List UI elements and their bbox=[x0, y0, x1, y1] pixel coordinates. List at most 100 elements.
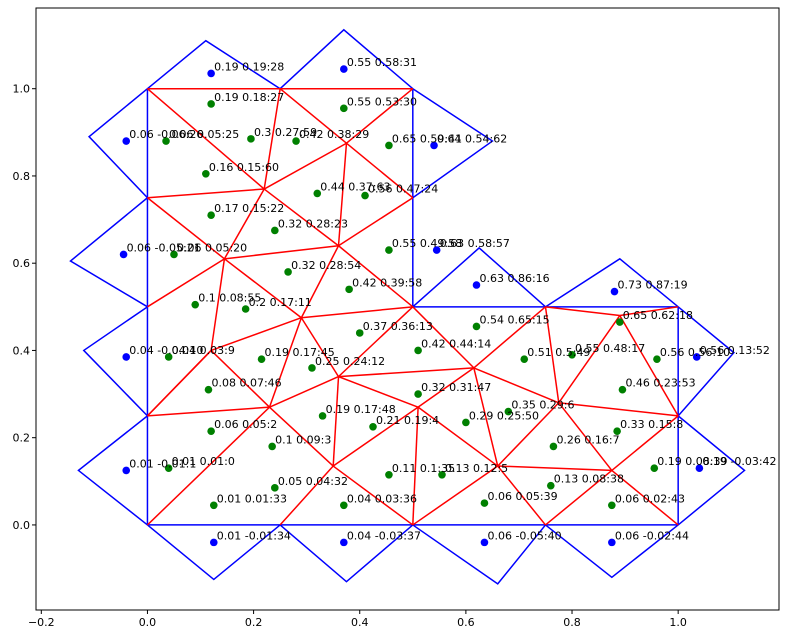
interior-point bbox=[318, 412, 327, 420]
mesh-edge bbox=[338, 367, 474, 378]
mesh-edge bbox=[338, 245, 414, 308]
outline-diamond bbox=[412, 524, 547, 585]
boundary-point bbox=[480, 538, 489, 547]
interior-point bbox=[462, 418, 470, 427]
interior-point bbox=[345, 285, 353, 294]
mesh-edge bbox=[619, 306, 679, 317]
mesh-edge bbox=[619, 315, 679, 417]
interior-point bbox=[271, 226, 279, 235]
interior-point bbox=[207, 100, 215, 108]
mesh-edge bbox=[611, 415, 679, 471]
interior-point bbox=[191, 300, 200, 309]
point-label: 0.33 0.15:8 bbox=[620, 418, 683, 431]
outline-diamond bbox=[146, 524, 281, 581]
mesh-edge bbox=[146, 197, 225, 260]
mesh-edge bbox=[210, 258, 226, 351]
point-label: 0.3 0.27:59 bbox=[254, 126, 317, 139]
interior-point bbox=[313, 189, 322, 198]
boundary-point bbox=[119, 250, 128, 259]
point-label: 0.54 0.65:15 bbox=[479, 313, 549, 326]
point-label: 0.42 0.39:58 bbox=[352, 276, 422, 289]
point-label: 0.01 0.01:33 bbox=[217, 492, 287, 505]
mesh-edge bbox=[279, 88, 347, 144]
outline-diamond bbox=[677, 306, 735, 417]
point-label: 0.13 0.12:5 bbox=[445, 462, 508, 475]
mesh-edge bbox=[147, 188, 265, 199]
interior-point bbox=[520, 355, 529, 363]
mesh-edge bbox=[417, 406, 499, 467]
interior-point bbox=[568, 351, 576, 359]
interior-point bbox=[504, 407, 513, 416]
point-label: 0.1 0.09:3 bbox=[275, 433, 331, 446]
mesh-edge bbox=[301, 306, 413, 319]
mesh-edge bbox=[611, 469, 679, 526]
mesh-edge bbox=[473, 367, 560, 404]
point-label: 0.06 -0.05:40 bbox=[487, 529, 561, 542]
interior-point bbox=[340, 104, 348, 113]
point-label: 0.04 -0.04:10 bbox=[129, 344, 203, 357]
point-label: 0.55 0.58:31 bbox=[347, 56, 417, 69]
outline-diamond bbox=[87, 88, 148, 199]
point-label: 0.29 0.25:50 bbox=[469, 409, 539, 422]
mesh-edge bbox=[497, 465, 612, 472]
interior-point bbox=[162, 137, 170, 145]
point-label: 0.2 0.17:11 bbox=[249, 296, 312, 309]
mesh-edge bbox=[147, 406, 270, 417]
point-label: 0.19 0.18:27 bbox=[214, 91, 284, 104]
mesh-edge bbox=[345, 88, 414, 144]
interior-point bbox=[650, 464, 659, 473]
mesh-edge bbox=[412, 306, 475, 369]
point-label: 0.04 0.03:36 bbox=[347, 492, 417, 505]
point-label: 0.44 0.37:63 bbox=[320, 180, 390, 193]
point-label: 0.06 0.05:39 bbox=[487, 490, 557, 503]
mesh-edge bbox=[412, 407, 419, 525]
y-tick-label: 0.4 bbox=[13, 344, 31, 357]
point-label: 0.06 -0.05:21 bbox=[127, 241, 201, 254]
x-tick-label: 0.2 bbox=[245, 616, 263, 629]
mesh-edge bbox=[269, 406, 334, 467]
mesh-edge bbox=[558, 402, 679, 417]
point-label: 0.04 0.03:9 bbox=[172, 344, 235, 357]
point-label: 0.13 0.08:38 bbox=[554, 473, 624, 486]
point-label: 0.06 -0.06:26 bbox=[129, 128, 203, 141]
interior-point bbox=[369, 422, 377, 431]
interior-point bbox=[385, 141, 393, 150]
y-tick-label: 0.6 bbox=[13, 257, 31, 270]
mesh-edge bbox=[337, 143, 348, 246]
mesh-edge bbox=[147, 258, 225, 308]
mesh-edge bbox=[412, 465, 499, 526]
point-label: 0.42 0.44:14 bbox=[421, 337, 491, 350]
point-label: 0.06 0.02:43 bbox=[615, 492, 685, 505]
point-label: 0.04 -0.03:37 bbox=[347, 529, 421, 542]
outline-diamond bbox=[146, 39, 281, 90]
point-labels-layer: 0.19 0.18:27 0.55 0.53:30 0.06 0.05:25 0.3 … bbox=[127, 56, 777, 542]
mesh-edge bbox=[146, 406, 271, 526]
mesh-edge bbox=[263, 88, 281, 190]
point-label: 0.16 0.15:60 bbox=[209, 161, 279, 174]
point-label: 0.37 0.36:13 bbox=[363, 320, 433, 333]
outline-diamond bbox=[677, 415, 746, 526]
interior-point bbox=[549, 442, 558, 451]
point-label: 0.56 0.56:10 bbox=[660, 346, 730, 359]
point-label: 0.19 0.17:48 bbox=[326, 403, 396, 416]
mesh-edge bbox=[545, 306, 620, 317]
ticks-layer: −0.2 0.0 0.2 0.4 0.6 0.8 1.0 0.0 0.2 0.4 0.6 0.8 1.0 bbox=[13, 83, 687, 629]
interior-point bbox=[472, 322, 481, 331]
interior-point bbox=[170, 250, 178, 259]
boundary-point bbox=[122, 137, 131, 145]
interior-point bbox=[271, 484, 279, 492]
interior-point bbox=[414, 346, 422, 355]
point-label: 0.32 0.31:47 bbox=[421, 381, 491, 394]
mesh-edge bbox=[417, 367, 475, 408]
x-tick-label: −0.2 bbox=[28, 616, 55, 629]
interior-point bbox=[438, 470, 446, 479]
point-label: 0.65 0.59:41 bbox=[392, 132, 462, 145]
interior-point bbox=[355, 329, 364, 337]
mesh-edge bbox=[544, 306, 560, 403]
mesh-edge bbox=[497, 402, 560, 467]
mesh-edge bbox=[223, 258, 302, 319]
boundary-point bbox=[122, 466, 131, 475]
point-label: 0.06 0.05:2 bbox=[214, 418, 277, 431]
interior-point bbox=[268, 442, 276, 451]
